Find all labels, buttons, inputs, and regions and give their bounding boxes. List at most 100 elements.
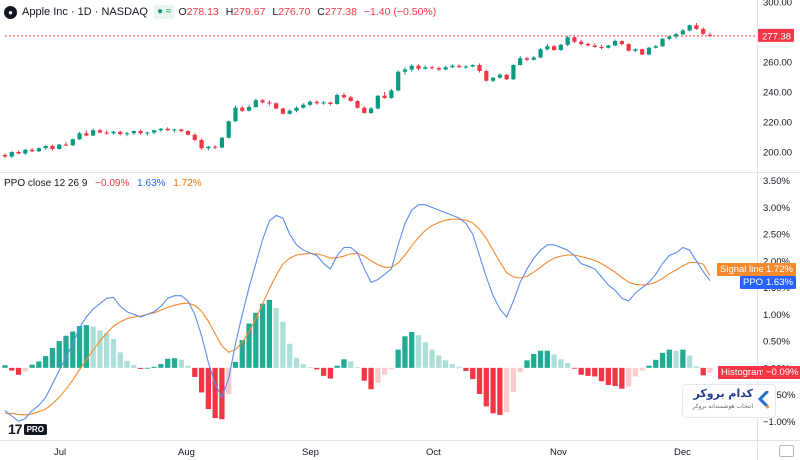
histogram-bar: [198, 367, 205, 393]
histogram-bar: [246, 323, 252, 368]
low-value: 276.70: [278, 6, 311, 18]
candle: [470, 65, 475, 67]
histogram-bar: [314, 367, 320, 370]
candle: [9, 152, 14, 157]
tv-logo-icon: 17: [8, 421, 23, 437]
candle: [362, 107, 367, 113]
candle: [226, 121, 231, 138]
histogram-bar: [131, 365, 137, 368]
ppo-axis-tick: 1.00%: [763, 310, 790, 321]
histogram-bar: [483, 367, 489, 407]
chart-settings-icon[interactable]: [779, 445, 794, 457]
price-axis-tick: 260.00: [763, 58, 792, 69]
candle: [213, 146, 218, 148]
histogram-bar: [70, 331, 76, 368]
histogram-bar: [22, 367, 28, 372]
candle: [653, 46, 658, 48]
histogram-bar: [15, 367, 22, 375]
candle: [490, 77, 496, 81]
histogram-bar: [266, 299, 273, 368]
candle: [626, 44, 631, 51]
histogram-bar: [232, 361, 239, 368]
market-status-badge[interactable]: ● ≈: [153, 5, 175, 19]
histogram-bar: [90, 326, 96, 368]
histogram-value-axis-label: −0.09%: [763, 366, 800, 379]
ppo-axis-tick: 0.50%: [763, 337, 790, 348]
histogram-bar: [165, 358, 171, 368]
candle: [592, 45, 597, 47]
candle: [707, 34, 713, 36]
candle: [307, 101, 313, 105]
candle: [335, 95, 340, 104]
indicator-legend[interactable]: PPO close 12 26 9 −0.09% 1.63% 1.72%: [4, 178, 202, 189]
histogram-bar: [83, 325, 89, 368]
apple-logo-icon: ●: [4, 5, 17, 19]
candle: [145, 132, 150, 134]
candle: [199, 140, 204, 149]
broker-logo-icon: [757, 391, 770, 409]
histogram-bar: [442, 360, 449, 368]
candle: [518, 58, 523, 65]
histogram-bar: [598, 367, 605, 382]
candle: [457, 65, 462, 68]
histogram-bar: [36, 361, 42, 368]
histogram-bar: [219, 367, 225, 420]
histogram-bar: [56, 341, 62, 368]
watermark-subtitle: انتخاب هوشمندانه بروکر: [692, 403, 753, 410]
histogram-bar: [666, 349, 672, 368]
ppo-axis-tick: 3.50%: [763, 176, 790, 187]
histogram-bar: [415, 335, 422, 368]
histogram-bar: [531, 353, 537, 368]
time-axis-tick: Dec: [674, 447, 691, 458]
candle: [565, 37, 570, 45]
symbol-title[interactable]: Apple Inc · 1D · NASDAQ: [22, 6, 148, 18]
histogram-bar: [517, 367, 523, 373]
histogram-bar: [551, 354, 557, 368]
ppo-axis-tick: 2.00%: [763, 256, 790, 267]
histogram-bar: [558, 359, 564, 368]
histogram-bar: [205, 367, 212, 410]
candle: [477, 65, 482, 71]
candle: [538, 49, 543, 58]
indicator-histogram-value: −0.09%: [95, 178, 130, 189]
histogram-bar: [578, 367, 584, 375]
histogram-bar: [124, 360, 130, 368]
histogram-bar: [497, 367, 503, 415]
candle: [558, 44, 563, 50]
tradingview-logo[interactable]: 17 PRO: [8, 421, 47, 437]
histogram-bar: [287, 343, 293, 368]
candle: [97, 130, 103, 133]
chart-header: ● Apple Inc · 1D · NASDAQ ● ≈ O278.13 H27…: [4, 3, 440, 21]
signal-line-axis-label: Signal line: [717, 263, 767, 276]
candle: [280, 108, 286, 114]
histogram-bar: [307, 367, 313, 369]
histogram-bar: [456, 366, 462, 368]
candle: [50, 146, 55, 149]
last-price-label-bg: [758, 28, 794, 42]
candle: [674, 34, 679, 37]
histogram-bar: [354, 367, 361, 369]
histogram-bar: [639, 367, 645, 371]
histogram-bar: [429, 349, 435, 368]
candle: [341, 95, 347, 98]
histogram-bar: [9, 367, 15, 371]
ppo-axis-label: PPO: [740, 276, 767, 289]
signal-value-axis-label: 1.72%: [763, 263, 796, 276]
candle: [524, 58, 530, 60]
candle: [382, 95, 387, 98]
histogram-bar: [151, 366, 157, 368]
price-axis-tick: 300.00: [763, 0, 792, 9]
histogram-bar: [707, 367, 713, 373]
histogram-bar: [293, 357, 300, 368]
histogram-bar: [693, 366, 700, 368]
candle: [606, 45, 611, 48]
histogram-bar: [76, 326, 83, 368]
histogram-bar: [565, 363, 571, 368]
histogram-bar: [476, 367, 483, 395]
histogram-bar: [375, 367, 381, 383]
candle: [267, 102, 272, 104]
candle: [416, 65, 421, 69]
candle: [260, 100, 265, 103]
candle: [240, 107, 245, 111]
